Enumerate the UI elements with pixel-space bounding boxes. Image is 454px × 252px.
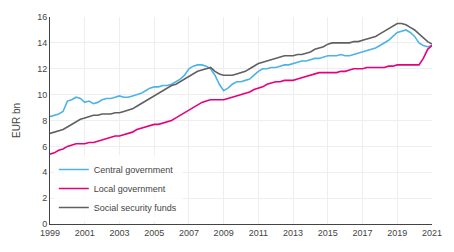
svg-text:Social security funds: Social security funds <box>94 203 177 213</box>
svg-text:6: 6 <box>42 142 47 152</box>
svg-text:8: 8 <box>42 116 47 126</box>
svg-text:4: 4 <box>42 167 47 177</box>
svg-text:12: 12 <box>37 64 47 74</box>
svg-text:2019: 2019 <box>387 228 407 238</box>
svg-text:2001: 2001 <box>75 228 95 238</box>
svg-text:2009: 2009 <box>214 228 234 238</box>
svg-text:2015: 2015 <box>318 228 338 238</box>
svg-text:16: 16 <box>37 12 47 22</box>
svg-text:Local government: Local government <box>94 184 166 194</box>
svg-text:Central government: Central government <box>94 165 174 175</box>
svg-text:EUR bn: EUR bn <box>11 103 22 138</box>
svg-text:2007: 2007 <box>179 228 199 238</box>
svg-text:2005: 2005 <box>144 228 164 238</box>
svg-text:10: 10 <box>37 90 47 100</box>
svg-text:1999: 1999 <box>40 228 60 238</box>
svg-text:2003: 2003 <box>109 228 129 238</box>
svg-text:2013: 2013 <box>283 228 303 238</box>
svg-text:2017: 2017 <box>353 228 373 238</box>
svg-text:0: 0 <box>42 219 47 229</box>
svg-text:2: 2 <box>42 193 47 203</box>
svg-text:14: 14 <box>37 38 47 48</box>
svg-text:2011: 2011 <box>249 228 268 238</box>
svg-text:2021: 2021 <box>422 228 442 238</box>
